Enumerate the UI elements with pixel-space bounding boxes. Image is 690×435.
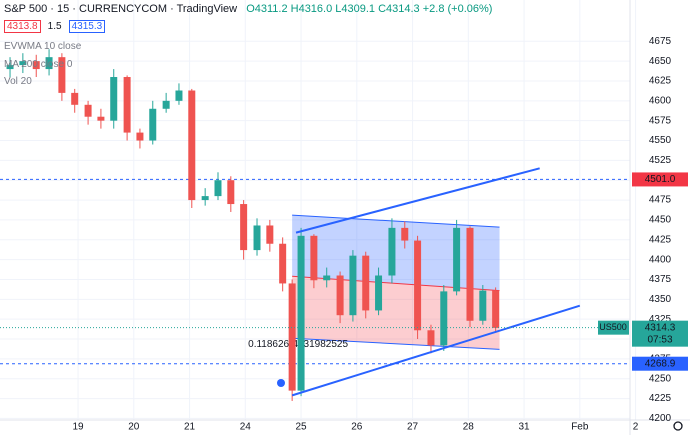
- candle-body: [479, 290, 487, 321]
- price-line-tag: [632, 356, 688, 371]
- ask[interactable]: 4315.3: [68, 20, 106, 33]
- candle-body: [466, 227, 474, 321]
- candle-body: [6, 65, 14, 70]
- settings-icon[interactable]: [673, 421, 683, 431]
- price-line-tag: [632, 172, 688, 187]
- candle-body: [58, 57, 66, 93]
- x-tick-label: 28: [463, 422, 475, 433]
- candle-body: [19, 61, 27, 66]
- candle-body: [97, 116, 105, 121]
- candle-body: [214, 180, 222, 197]
- symbol-title: S&P 500 · 15 · CURRENCYCOM · TradingView: [4, 3, 238, 15]
- x-tick-label: 2: [633, 422, 639, 433]
- candle-body: [253, 225, 261, 251]
- candle-body: [45, 57, 53, 70]
- channel-line: [292, 337, 500, 350]
- y-tick-label: 4450: [649, 215, 672, 226]
- y-tick-label: 4525: [649, 155, 672, 166]
- alert-icon: [277, 379, 285, 387]
- candle-body: [123, 77, 131, 133]
- y-tick-label: 4250: [649, 373, 672, 384]
- indicator[interactable]: MA 200 close 0: [4, 59, 73, 70]
- last-price-label: 4314.3: [645, 322, 676, 333]
- price-line-label: 4268.9: [645, 358, 676, 369]
- quote-boxes: 4313.8 1.5 4315.3: [4, 20, 106, 33]
- candle-body: [136, 132, 144, 141]
- candle-body: [375, 275, 383, 311]
- y-tick-label: 4575: [649, 115, 672, 126]
- plot: 0.118626-4331982525: [0, 49, 630, 401]
- candle-body: [175, 90, 183, 101]
- candle-body: [288, 283, 296, 391]
- ohlc: O4311.2 H4316.0 L4309.1 C4314.3 +2.8 (+0…: [246, 3, 493, 15]
- candle-body: [401, 227, 409, 241]
- x-tick-label: 19: [72, 422, 84, 433]
- trend-line: [291, 304, 581, 397]
- candle-body: [453, 227, 461, 292]
- countdown: 07:53: [647, 334, 672, 345]
- candle-body: [279, 243, 287, 284]
- y-tick-label: 4325: [649, 314, 672, 325]
- x-tick-label: 27: [407, 422, 419, 433]
- last-price-tag: [632, 320, 688, 347]
- price-line-label: 4501.0: [645, 174, 676, 185]
- y-tick-label: 4225: [649, 393, 672, 404]
- candle-body: [227, 180, 235, 205]
- candle-body: [266, 225, 274, 244]
- channel-line: [292, 214, 500, 228]
- trend-line: [295, 167, 540, 234]
- candle-body: [336, 275, 344, 316]
- header: S&P 500 · 15 · CURRENCYCOM · TradingView…: [4, 3, 492, 15]
- x-tick-label: 26: [351, 422, 363, 433]
- last-price-symbol-tag: [598, 320, 629, 335]
- candle-body: [362, 255, 370, 311]
- channel-upper-zone: [292, 215, 500, 291]
- y-tick-label: 4400: [649, 254, 672, 265]
- y-tick-label: 4650: [649, 56, 672, 67]
- y-tick-label: 4375: [649, 274, 672, 285]
- y-tick-label: 4550: [649, 135, 672, 146]
- candle-body: [149, 108, 157, 141]
- candle-body: [323, 275, 331, 281]
- y-tick-label: 4675: [649, 36, 672, 47]
- x-tick-label: 24: [240, 422, 252, 433]
- grid: [0, 0, 637, 420]
- candle-body: [32, 61, 40, 70]
- candle-body: [427, 330, 435, 346]
- x-tick-label: 21: [184, 422, 196, 433]
- candle-body: [349, 255, 357, 316]
- candle-body: [492, 290, 500, 328]
- x-tick-label: Feb: [571, 422, 589, 433]
- spread: 1.5: [47, 21, 62, 32]
- y-tick-label: 4350: [649, 294, 672, 305]
- candle-body: [84, 104, 92, 117]
- candle-body: [201, 196, 209, 201]
- x-tick-label: 20: [128, 422, 140, 433]
- candle-body: [240, 204, 248, 251]
- y-tick-label: 4475: [649, 195, 672, 206]
- y-tick-label: 4600: [649, 95, 672, 106]
- candle-body: [297, 235, 305, 391]
- candle-body: [388, 227, 396, 276]
- axes: 4200422542504275430043254350437544004425…: [72, 36, 688, 433]
- indicator[interactable]: EVWMA 10 close: [4, 41, 82, 52]
- candle-body: [71, 92, 79, 105]
- candle-body: [162, 100, 170, 109]
- candle-body: [414, 240, 422, 331]
- candle-body: [440, 291, 448, 346]
- last-price-symbol: US500: [599, 322, 627, 332]
- candle-body: [188, 90, 196, 201]
- candle-body: [110, 77, 118, 121]
- y-tick-label: 4200: [649, 413, 672, 424]
- indicator[interactable]: Vol 20: [4, 76, 32, 87]
- candle-body: [310, 235, 318, 281]
- channel-lower-zone: [292, 276, 500, 350]
- x-tick-label: 31: [519, 422, 531, 433]
- y-tick-label: 4425: [649, 234, 672, 245]
- y-tick-label: 4625: [649, 76, 672, 87]
- x-tick-label: 25: [295, 422, 307, 433]
- bid[interactable]: 4313.8: [4, 20, 41, 33]
